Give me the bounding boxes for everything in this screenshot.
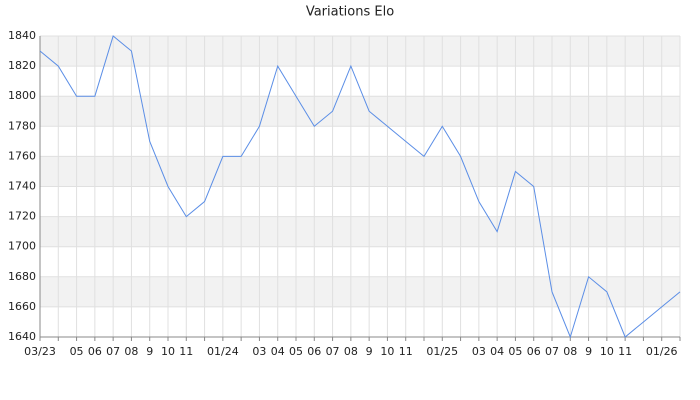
y-tick-label: 1660: [8, 300, 36, 313]
y-tick-label: 1700: [8, 240, 36, 253]
y-tick-label: 1640: [8, 330, 36, 343]
x-tick-label: 01/26: [646, 345, 678, 358]
x-tick-label: 01/25: [426, 345, 458, 358]
x-tick-label: 03: [252, 345, 266, 358]
x-tick-label: 10: [380, 345, 394, 358]
grid-band: [40, 276, 680, 307]
x-tick-label: 08: [344, 345, 358, 358]
x-tick-label: 03: [472, 345, 486, 358]
x-tick-label: 08: [563, 345, 577, 358]
x-tick-label: 11: [618, 345, 632, 358]
x-tick-label: 04: [271, 345, 285, 358]
x-tick-label: 07: [106, 345, 120, 358]
y-tick-label: 1780: [8, 119, 36, 132]
x-tick-label: 07: [326, 345, 340, 358]
y-tick-label: 1680: [8, 270, 36, 283]
x-tick-label: 06: [527, 345, 541, 358]
x-tick-label: 07: [545, 345, 559, 358]
x-tick-label: 9: [585, 345, 592, 358]
y-tick-label: 1720: [8, 210, 36, 223]
x-tick-label: 11: [179, 345, 193, 358]
grid-band: [40, 216, 680, 247]
x-tick-label: 11: [399, 345, 413, 358]
x-tick-label: 03/23: [24, 345, 56, 358]
x-tick-label: 10: [161, 345, 175, 358]
grid-band: [40, 96, 680, 127]
y-tick-label: 1800: [8, 89, 36, 102]
grid-band: [40, 36, 680, 67]
x-tick-label: 9: [146, 345, 153, 358]
y-tick-label: 1740: [8, 180, 36, 193]
x-tick-label: 10: [600, 345, 614, 358]
x-tick-label: 05: [70, 345, 84, 358]
x-tick-label: 06: [307, 345, 321, 358]
x-tick-label: 06: [88, 345, 102, 358]
x-tick-label: 08: [124, 345, 138, 358]
x-tick-label: 9: [366, 345, 373, 358]
x-tick-label: 01/24: [207, 345, 239, 358]
x-tick-label: 05: [508, 345, 522, 358]
x-tick-label: 04: [490, 345, 504, 358]
chart-title: Variations Elo: [306, 5, 394, 20]
data-line: [39, 35, 681, 339]
y-tick-label: 1840: [8, 29, 36, 42]
x-tick-label: 05: [289, 345, 303, 358]
grid-band: [40, 156, 680, 187]
y-tick-label: 1820: [8, 59, 36, 72]
y-tick-label: 1760: [8, 149, 36, 162]
